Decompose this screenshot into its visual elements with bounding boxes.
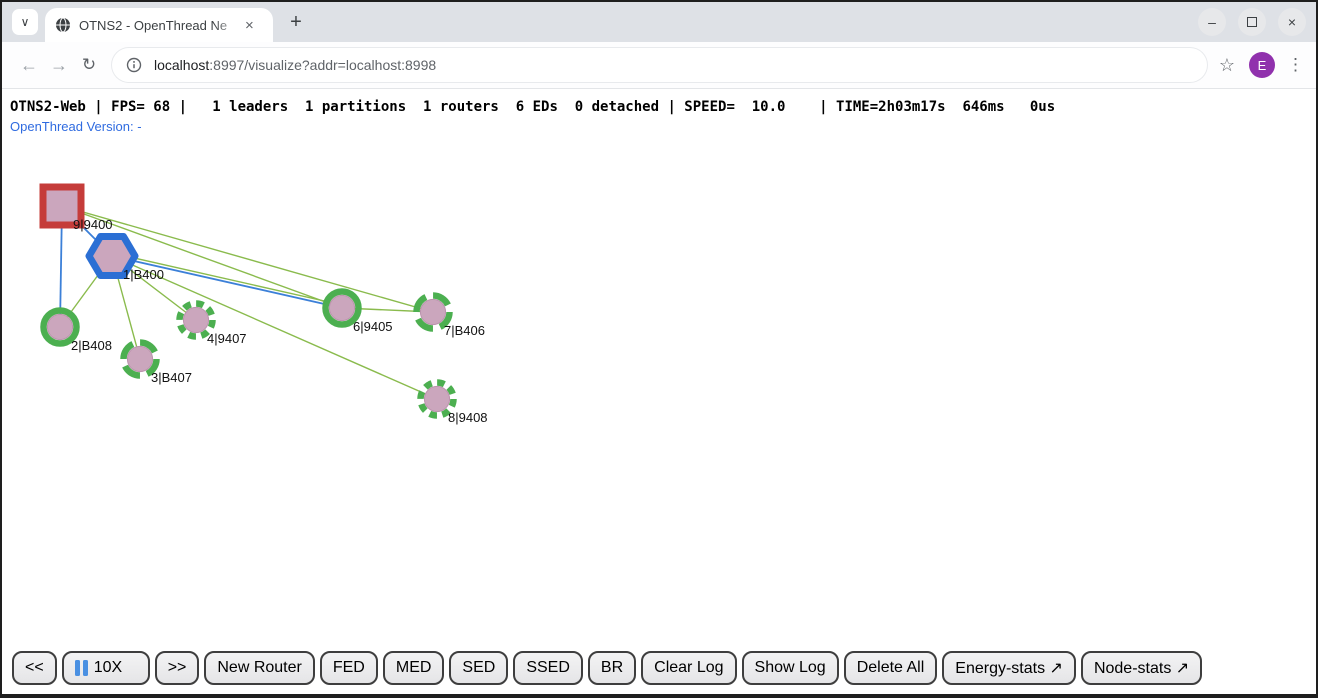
show-log-button[interactable]: Show Log: [741, 651, 839, 685]
link-1-6: [111, 252, 343, 306]
node-ring-dash-long: [413, 292, 453, 332]
node-label: 4|9407: [207, 331, 247, 346]
button-label: Node-stats ↗: [1093, 660, 1190, 677]
back-icon: ←: [20, 54, 38, 75]
button-label: 10X: [93, 659, 123, 676]
menu-kebab-icon[interactable]: ⋮: [1287, 55, 1304, 74]
new-med-button[interactable]: MED: [382, 651, 445, 685]
new-fed-button[interactable]: FED: [319, 651, 378, 685]
tab-close-icon[interactable]: ×: [245, 16, 254, 34]
button-label: Clear Log: [654, 659, 724, 676]
link-9-7: [61, 205, 434, 313]
button-label: MED: [395, 659, 432, 676]
node-label: 8|9408: [448, 410, 488, 425]
node-label: 3|B407: [151, 370, 192, 385]
node-ring-solid: [322, 288, 362, 328]
maximize-button[interactable]: [1238, 8, 1266, 36]
maximize-icon: [1247, 17, 1257, 27]
new-sed-button[interactable]: SED: [449, 651, 509, 685]
button-label: Energy-stats ↗: [955, 660, 1063, 677]
page-content: OTNS2-Web | FPS= 68 | 1 leaders 1 partit…: [2, 89, 1316, 694]
button-label: SSED: [526, 659, 570, 676]
address-bar[interactable]: localhost:8997/visualize?addr=localhost:…: [112, 48, 1207, 82]
button-label: Delete All: [856, 659, 925, 676]
window-controls: – ×: [1198, 8, 1306, 36]
button-label: <<: [25, 659, 44, 676]
node-ring-solid: [40, 307, 80, 347]
url-path: :8997/visualize?addr=localhost:8998: [209, 57, 437, 73]
network-node-9[interactable]: 9|9400: [39, 183, 113, 232]
simulator-status-line: OTNS2-Web | FPS= 68 | 1 leaders 1 partit…: [10, 99, 1056, 115]
network-canvas: 9|9400 1|B400 2|B408 3|B407 4|9407 6|9405 7|B4…: [39, 183, 488, 426]
network-node-3[interactable]: 3|B407: [120, 339, 192, 386]
clear-log-button[interactable]: Clear Log: [641, 651, 737, 685]
node-stats-button[interactable]: Node-stats ↗: [1080, 651, 1203, 685]
reload-icon: ↻: [81, 55, 97, 74]
url-text: localhost:8997/visualize?addr=localhost:…: [154, 57, 436, 73]
network-node-8[interactable]: 8|9408: [417, 379, 488, 426]
tab-search-button[interactable]: ∨: [12, 9, 38, 35]
button-label: SED: [462, 659, 496, 676]
new-br-button[interactable]: BR: [587, 651, 637, 685]
button-label: New Router: [217, 659, 302, 676]
pause-icon: [74, 660, 88, 676]
link-1-8: [111, 255, 438, 400]
tab-title: OTNS2 - OpenThread Ne: [79, 17, 228, 33]
link-1-6: [111, 255, 343, 309]
speed-pause-button[interactable]: 10X: [61, 651, 150, 685]
button-label: BR: [600, 659, 624, 676]
forward-icon: →: [50, 54, 68, 75]
network-node-7[interactable]: 7|B406: [413, 292, 485, 339]
reload-button[interactable]: ↻: [74, 50, 104, 80]
bookmark-star-icon[interactable]: ☆: [1218, 54, 1235, 75]
network-node-4[interactable]: 4|9407: [176, 300, 247, 347]
new-ssed-button[interactable]: SSED: [513, 651, 583, 685]
forward-button[interactable]: →: [44, 50, 74, 80]
speed-increase-button[interactable]: >>: [154, 651, 200, 685]
button-label: FED: [332, 659, 365, 676]
close-icon: ×: [1287, 14, 1297, 30]
button-label: >>: [167, 659, 187, 676]
minimize-icon: –: [1208, 14, 1216, 30]
tab-otns2[interactable]: OTNS2 - OpenThread Ne ×: [45, 8, 273, 42]
network-node-6[interactable]: 6|9405: [322, 288, 393, 335]
energy-stats-button[interactable]: Energy-stats ↗: [942, 651, 1076, 685]
node-ring-dash-long: [120, 339, 160, 379]
info-icon[interactable]: [126, 57, 142, 73]
node-label: 6|9405: [353, 319, 393, 334]
bottom-toolbar: << 10X >> New Router FED MED SED SSED BR Clear Lo…: [12, 651, 1203, 685]
back-button[interactable]: ←: [14, 50, 44, 80]
minimize-button[interactable]: –: [1198, 8, 1226, 36]
new-tab-button[interactable]: +: [290, 10, 302, 33]
tab-strip: ∨ OTNS2 - OpenThread Ne × + – ×: [2, 2, 1316, 42]
globe-icon: [56, 17, 70, 33]
node-ring-dash-short: [176, 300, 216, 340]
network-node-1[interactable]: 1|B400: [85, 233, 164, 283]
chevron-down-icon: ∨: [20, 15, 30, 29]
new-router-button[interactable]: New Router: [204, 651, 315, 685]
network-node-2[interactable]: 2|B408: [40, 307, 112, 354]
node-label: 2|B408: [71, 338, 112, 353]
profile-avatar[interactable]: E: [1249, 52, 1275, 78]
close-button[interactable]: ×: [1278, 8, 1306, 36]
delete-all-button[interactable]: Delete All: [843, 651, 938, 685]
node-label: 7|B406: [444, 323, 485, 338]
url-host: localhost: [154, 57, 210, 73]
node-ring-dash-short: [417, 379, 457, 419]
node-label: 1|B400: [123, 267, 164, 282]
link-9-6: [61, 205, 343, 309]
node-label: 9|9400: [73, 217, 113, 232]
browser-toolbar: ← → ↻ localhost:8997/visualize?addr=loca…: [2, 42, 1316, 89]
button-label: Show Log: [754, 659, 826, 676]
openthread-version-link[interactable]: OpenThread Version: -: [10, 119, 142, 134]
speed-decrease-button[interactable]: <<: [12, 651, 57, 685]
